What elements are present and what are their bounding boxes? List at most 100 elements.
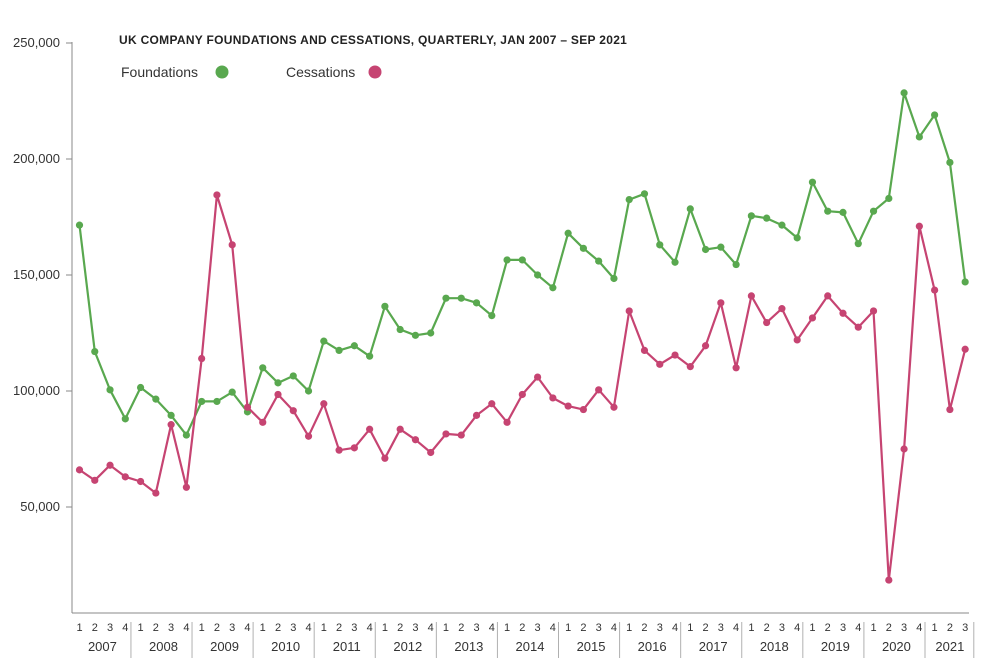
- data-point-cessations: [793, 336, 801, 344]
- quarter-tick-label: 3: [473, 622, 479, 634]
- data-point-cessations: [717, 299, 725, 307]
- data-point-cessations: [610, 403, 618, 411]
- data-point-foundations: [824, 207, 832, 215]
- data-point-cessations: [534, 373, 542, 381]
- quarter-tick-label: 2: [275, 622, 281, 634]
- data-point-foundations: [182, 431, 190, 439]
- data-point-cessations: [518, 390, 526, 399]
- data-point-foundations: [106, 386, 114, 394]
- year-tick-label: 2009: [210, 639, 239, 654]
- quarter-tick-label: 1: [626, 622, 632, 634]
- data-point-foundations: [854, 240, 862, 248]
- year-tick-label: 2015: [577, 639, 606, 654]
- data-point-cessations: [198, 354, 206, 363]
- year-tick-label: 2007: [88, 639, 117, 654]
- quarter-tick-label: 4: [244, 622, 250, 634]
- data-point-cessations: [579, 405, 588, 414]
- quarter-tick-label: 1: [382, 622, 388, 634]
- data-point-foundations: [640, 190, 649, 198]
- quarter-tick-label: 4: [855, 622, 861, 634]
- data-point-foundations: [610, 274, 618, 283]
- data-point-cessations: [747, 292, 755, 300]
- data-point-foundations: [503, 256, 511, 264]
- data-point-cessations: [91, 476, 99, 484]
- quarter-tick-label: 2: [214, 622, 220, 634]
- data-point-foundations: [121, 415, 129, 423]
- data-point-cessations: [472, 411, 481, 419]
- data-point-foundations: [472, 299, 481, 307]
- data-point-cessations: [213, 191, 221, 199]
- quarter-tick-label: 1: [260, 622, 266, 634]
- data-point-foundations: [885, 194, 893, 203]
- legend-label-foundations: Foundations: [121, 64, 198, 80]
- quarter-tick-label: 2: [580, 622, 586, 634]
- data-point-cessations: [732, 364, 740, 372]
- data-point-cessations: [595, 386, 603, 394]
- data-point-cessations: [182, 483, 190, 491]
- data-point-foundations: [213, 397, 221, 406]
- quarter-tick-label: 2: [397, 622, 403, 634]
- data-point-foundations: [625, 196, 633, 204]
- quarter-tick-label: 2: [92, 622, 98, 634]
- year-tick-label: 2013: [454, 639, 483, 654]
- data-point-foundations: [579, 244, 588, 252]
- year-tick-label: 2020: [882, 639, 911, 654]
- quarter-tick-label: 1: [565, 622, 571, 634]
- data-point-foundations: [656, 241, 664, 249]
- data-point-cessations: [640, 346, 649, 354]
- data-point-cessations: [304, 432, 313, 440]
- data-point-foundations: [427, 329, 435, 337]
- data-point-foundations: [869, 207, 878, 215]
- quarter-tick-label: 3: [901, 622, 907, 634]
- quarter-tick-label: 3: [962, 622, 968, 634]
- y-tick-label: 150,000: [13, 267, 60, 282]
- quarter-tick-label: 3: [596, 622, 602, 634]
- data-point-cessations: [931, 286, 939, 294]
- quarter-tick-label: 4: [489, 622, 495, 634]
- data-point-foundations: [900, 89, 908, 97]
- quarter-tick-label: 1: [199, 622, 205, 634]
- quarter-tick-label: 2: [458, 622, 464, 634]
- data-point-foundations: [732, 260, 740, 269]
- data-point-cessations: [488, 400, 496, 408]
- data-point-cessations: [75, 466, 84, 474]
- data-point-cessations: [946, 405, 954, 414]
- data-point-cessations: [274, 390, 282, 399]
- quarter-tick-label: 4: [367, 622, 373, 634]
- data-point-cessations: [656, 360, 664, 368]
- quarter-tick-label: 1: [76, 622, 82, 634]
- data-point-cessations: [427, 448, 435, 457]
- data-point-cessations: [549, 394, 557, 402]
- data-point-cessations: [350, 444, 358, 452]
- data-point-foundations: [136, 383, 145, 392]
- quarter-tick-label: 2: [886, 622, 892, 634]
- legend-swatch-foundations: [215, 65, 229, 79]
- y-tick-label: 100,000: [13, 383, 60, 398]
- data-point-foundations: [350, 342, 358, 350]
- data-point-foundations: [274, 379, 282, 387]
- data-point-cessations: [289, 407, 297, 415]
- year-tick-label: 2016: [638, 639, 667, 654]
- y-tick-label: 50,000: [20, 499, 60, 514]
- chart-title: UK COMPANY FOUNDATIONS AND CESSATIONS, Q…: [119, 33, 627, 47]
- data-point-foundations: [366, 352, 374, 360]
- quarter-tick-label: 3: [168, 622, 174, 634]
- quarter-tick-label: 3: [351, 622, 357, 634]
- data-point-cessations: [671, 351, 679, 359]
- data-point-foundations: [320, 337, 328, 345]
- legend: Foundations Cessations: [121, 64, 382, 80]
- series-line-foundations: [78, 91, 967, 437]
- quarter-tick-label: 2: [703, 622, 709, 634]
- data-point-cessations: [136, 477, 145, 486]
- quarter-tick-label: 1: [932, 622, 938, 634]
- series-cessations: [75, 191, 969, 584]
- data-point-foundations: [946, 158, 954, 167]
- data-point-cessations: [259, 418, 267, 426]
- data-point-foundations: [595, 257, 603, 265]
- year-tick-label: 2018: [760, 639, 789, 654]
- quarter-tick-label: 4: [611, 622, 617, 634]
- year-tick-label: 2011: [333, 639, 361, 654]
- data-point-cessations: [839, 309, 847, 317]
